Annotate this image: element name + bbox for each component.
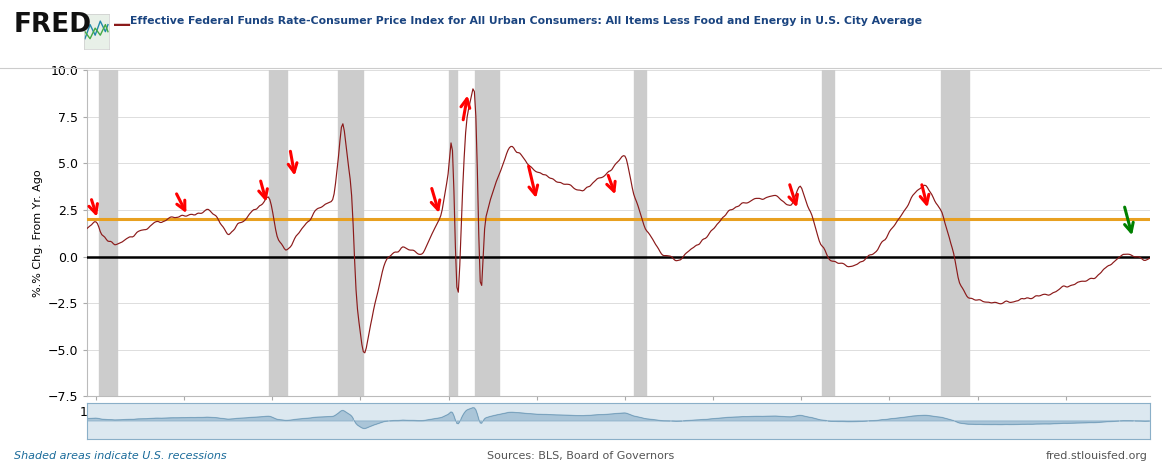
Text: fred.stlouisfed.org: fred.stlouisfed.org <box>1046 451 1148 461</box>
Bar <box>270 70 287 396</box>
Text: FRED: FRED <box>14 12 92 38</box>
Bar <box>633 70 646 396</box>
Bar <box>822 70 833 396</box>
Text: Effective Federal Funds Rate-Consumer Price Index for All Urban Consumers: All I: Effective Federal Funds Rate-Consumer Pr… <box>130 16 923 26</box>
Bar <box>338 70 364 396</box>
Bar <box>99 70 116 396</box>
Bar <box>449 70 458 396</box>
Bar <box>941 70 969 396</box>
Bar <box>475 70 498 396</box>
Text: Shaded areas indicate U.S. recessions: Shaded areas indicate U.S. recessions <box>14 451 227 461</box>
Text: —: — <box>113 16 131 34</box>
Y-axis label: %.% Chg. From Yr. Ago: %.% Chg. From Yr. Ago <box>34 169 43 297</box>
Text: Sources: BLS, Board of Governors: Sources: BLS, Board of Governors <box>487 451 675 461</box>
